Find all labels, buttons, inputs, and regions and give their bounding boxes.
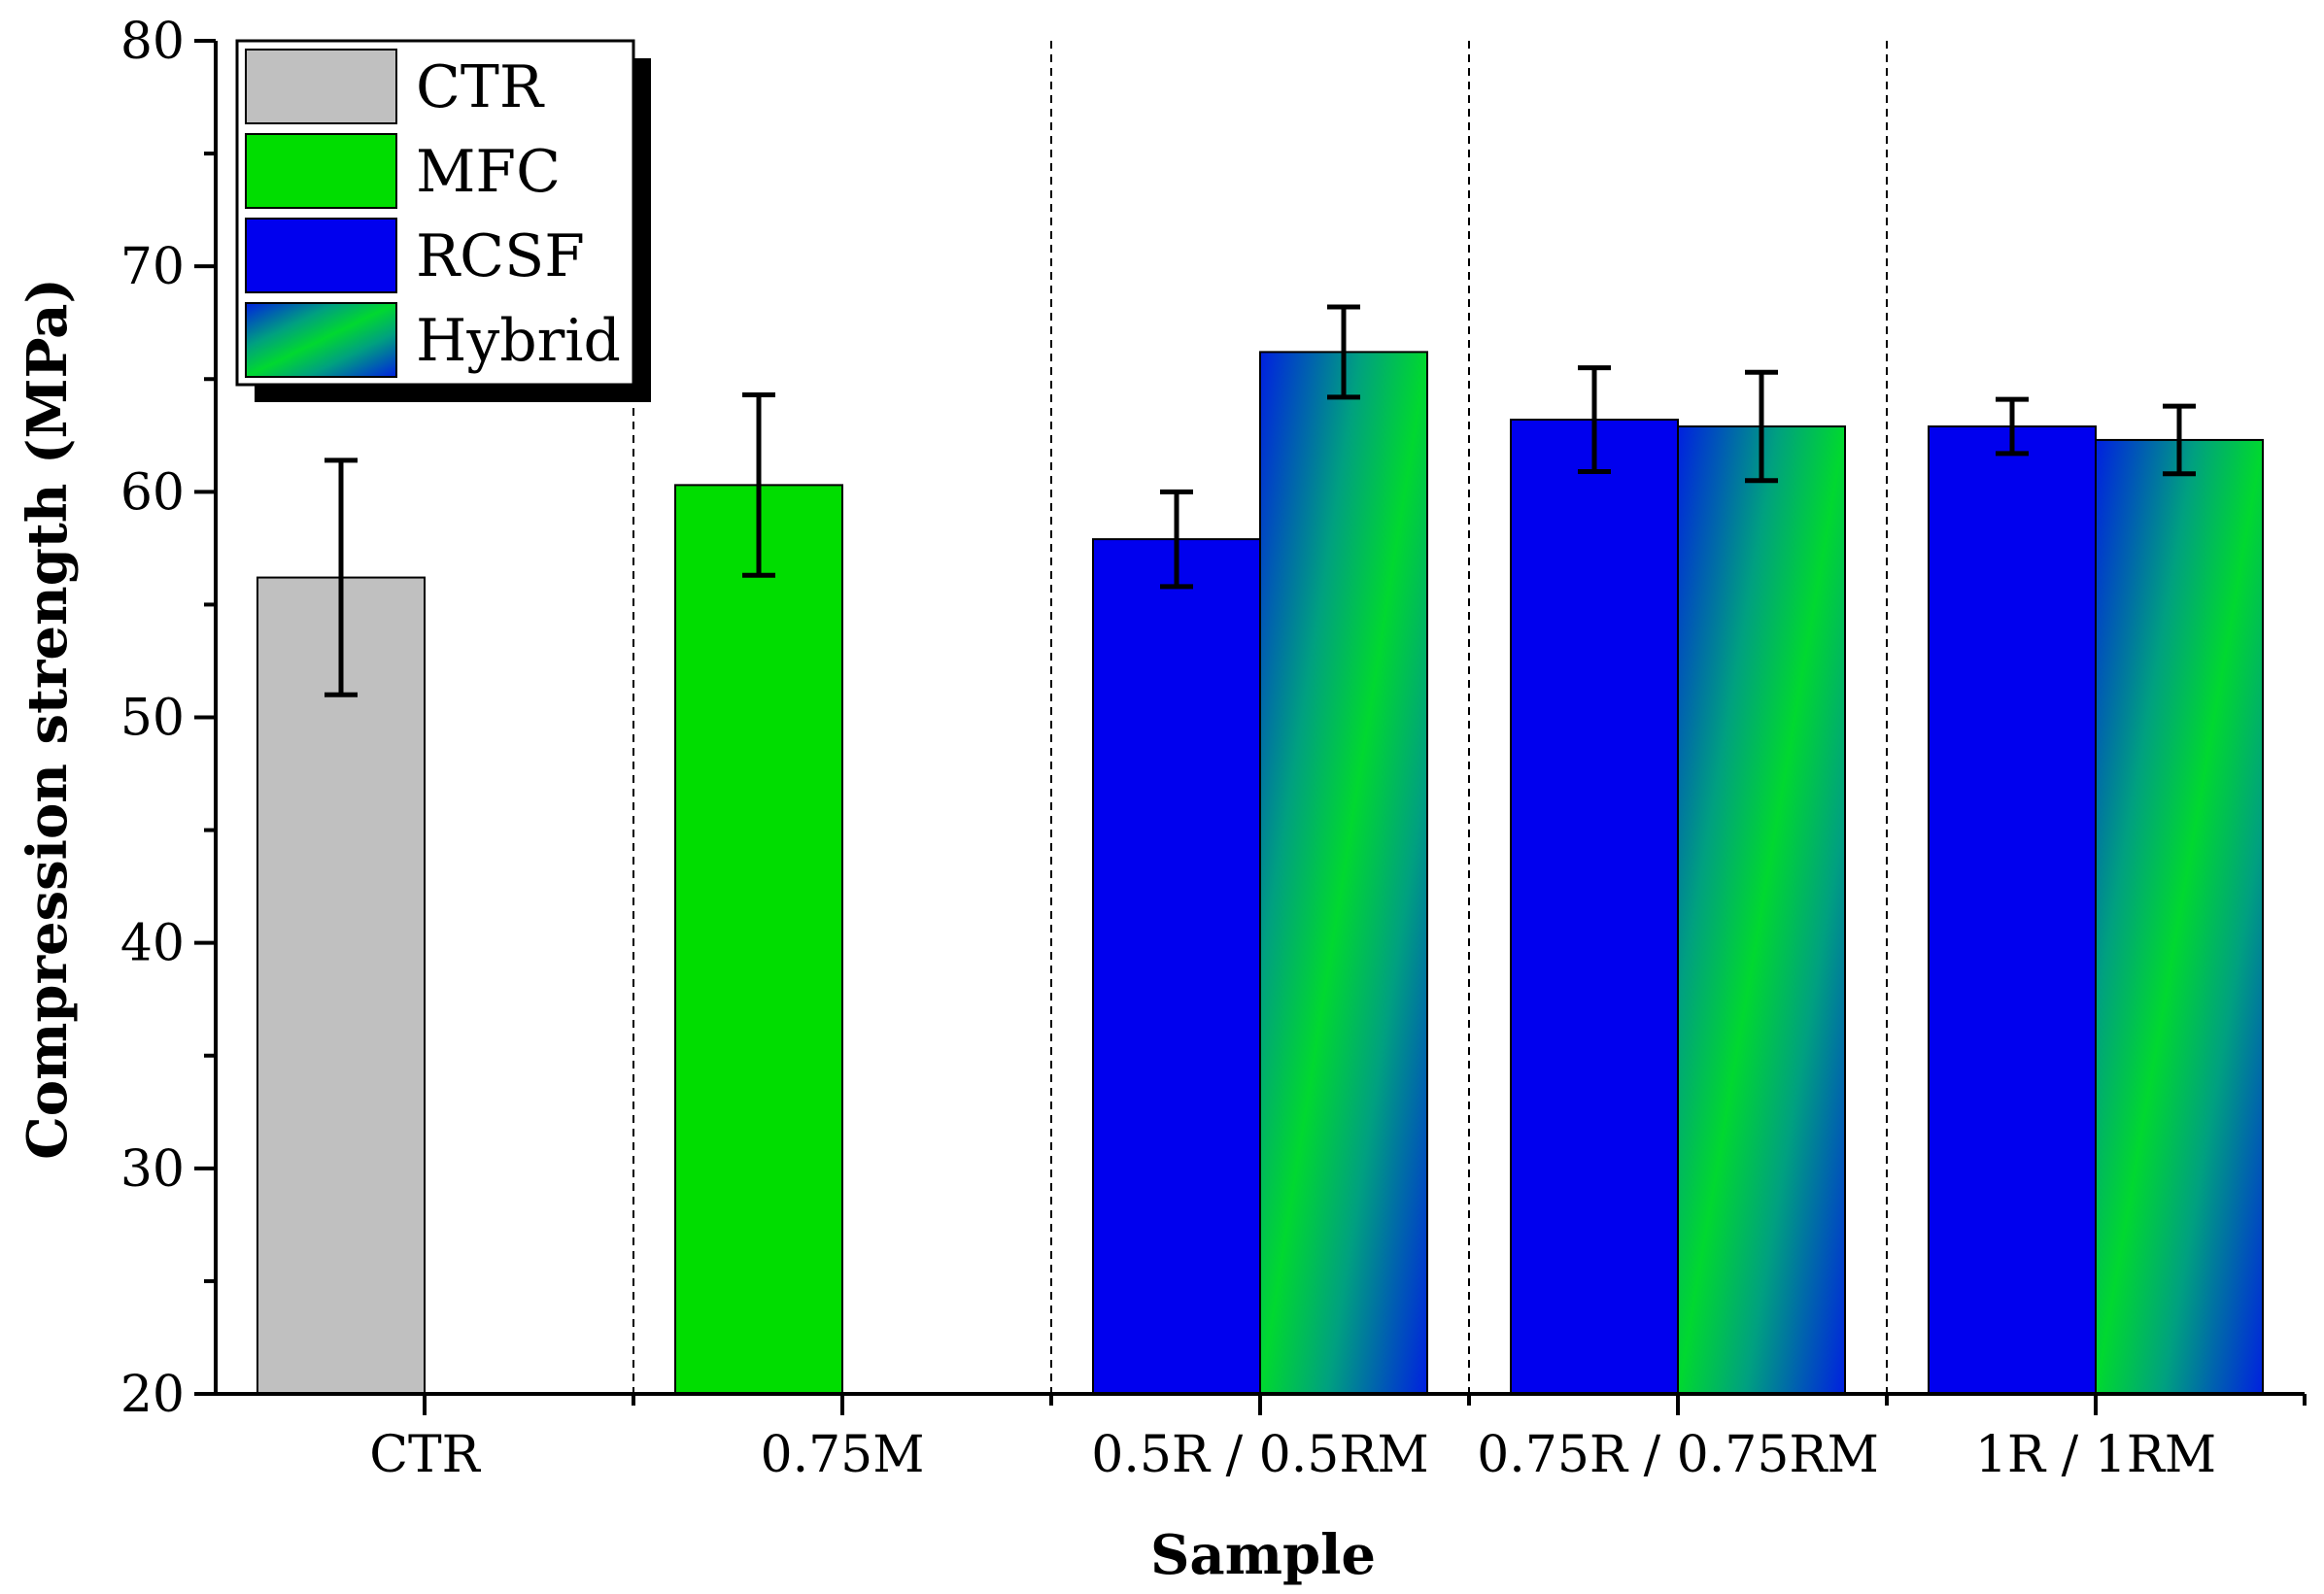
bar	[2095, 438, 2264, 1395]
y-tick-label: 70	[120, 238, 185, 296]
y-tick-label: 20	[120, 1366, 185, 1424]
x-tick-label: 1R / 1RM	[1975, 1426, 2216, 1484]
legend-swatch	[245, 133, 397, 209]
x-tick-label: 0.5R / 0.5RM	[1091, 1426, 1429, 1484]
bar	[674, 484, 843, 1395]
y-ticks: 20 30 40 50 60 70 80	[120, 13, 216, 1424]
legend-swatch	[245, 49, 397, 124]
bar	[1092, 538, 1261, 1395]
bar	[1510, 419, 1679, 1396]
x-tick-label: 0.75M	[760, 1426, 924, 1484]
y-tick-label: 40	[120, 915, 185, 973]
y-tick-label: 50	[120, 690, 185, 748]
legend-label: Hybrid	[416, 307, 621, 375]
bar	[1259, 351, 1428, 1395]
legend-swatch	[245, 302, 397, 378]
error-bars-layer	[325, 304, 2196, 697]
y-tick-label: 60	[120, 463, 185, 522]
y-tick-label: 80	[120, 13, 185, 71]
legend-swatch	[245, 218, 397, 293]
x-ticks: CTR 0.75M 0.5R / 0.5RM 0.75R / 0.75RM 1R / 1…	[369, 1394, 2307, 1484]
legend: CTR MFC RCSF Hybrid	[235, 39, 651, 402]
x-tick-label: 0.75R / 0.75RM	[1477, 1426, 1879, 1484]
x-tick-label: CTR	[369, 1426, 481, 1484]
legend-label: CTR	[416, 53, 545, 121]
legend-items: CTR MFC RCSF Hybrid	[245, 49, 621, 378]
y-tick-label: 30	[120, 1140, 185, 1199]
bar	[1677, 425, 1846, 1395]
y-axis-title: Compression strength (MPa)	[16, 278, 80, 1160]
bars-layer	[256, 351, 2264, 1396]
bar	[256, 576, 426, 1395]
x-axis-title: Sample	[1150, 1523, 1376, 1587]
bar	[1928, 425, 2097, 1395]
legend-label: MFC	[416, 138, 561, 206]
legend-label: RCSF	[416, 222, 585, 290]
